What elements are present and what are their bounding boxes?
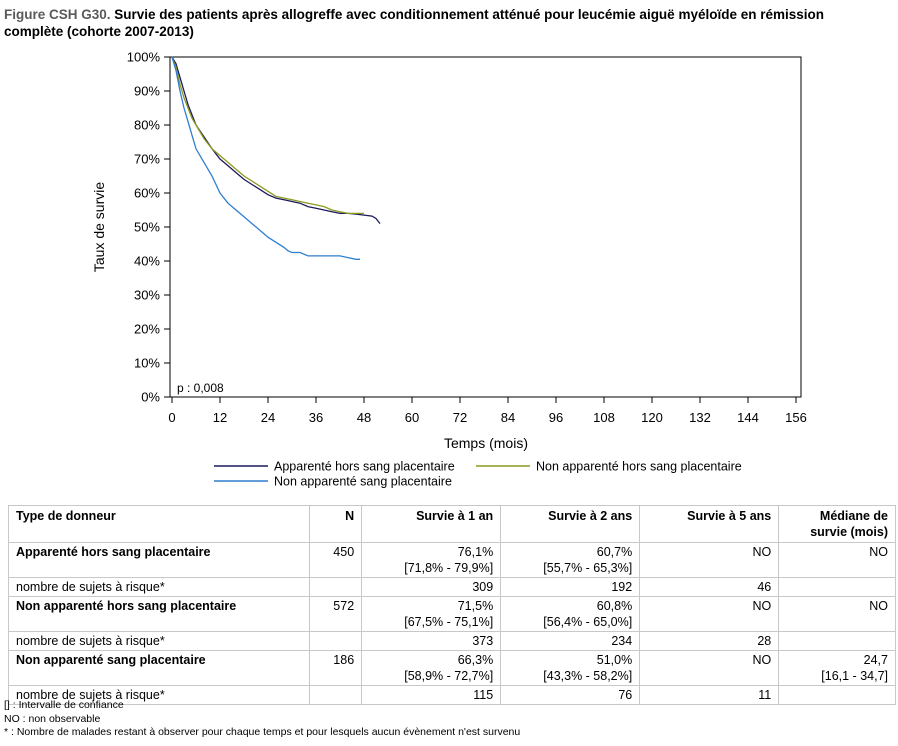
- at-risk-5y: 11: [639, 685, 780, 705]
- survival-2y: 60,8% [56,4% - 65,0%]: [500, 596, 641, 632]
- table-row: Apparenté hors sang placentaire 450 76,1…: [7, 542, 896, 578]
- y-tick-label: 90%: [134, 84, 160, 99]
- series-lines: [171, 56, 381, 260]
- y-tick-label: 10%: [134, 356, 160, 371]
- table-row: Non apparenté sang placentaire 186 66,3%…: [7, 650, 896, 686]
- header-survie-5ans: Survie à 5 ans: [639, 505, 780, 543]
- at-risk-1y: 373: [361, 631, 502, 651]
- p-value-annotation: p : 0,008: [177, 381, 224, 395]
- series-line-2: [171, 56, 364, 215]
- at-risk-2y: 234: [500, 631, 641, 651]
- y-tick-label: 20%: [134, 322, 160, 337]
- survival-chart: 0% 10% 20% 30% 40% 50% 60% 70% 80% 90% 100% 0 12 24 3…: [91, 50, 807, 489]
- median-survival: NO: [778, 542, 896, 578]
- survival-1y: 66,3% [58,9% - 72,7%]: [361, 650, 502, 686]
- survival-1y: 71,5% [67,5% - 75,1%]: [361, 596, 502, 632]
- at-risk-1y: 309: [361, 577, 502, 597]
- y-tick-label: 0%: [141, 390, 160, 405]
- table-row: Non apparenté hors sang placentaire 572 …: [7, 596, 896, 632]
- x-tick-label: 12: [213, 410, 227, 425]
- survival-2y: 60,7% [55,7% - 65,3%]: [500, 542, 641, 578]
- legend-entry: Non apparenté sang placentaire: [274, 475, 452, 489]
- legend-entry: Non apparenté hors sang placentaire: [536, 460, 742, 474]
- footnote-at-risk: * : Nombre de malades restant à observer…: [4, 726, 521, 738]
- survival-5y: NO: [639, 650, 780, 686]
- footnotes: [] : Intervalle de confiance NO : non ob…: [4, 699, 520, 740]
- legend: Apparenté hors sang placentaire Non appar…: [214, 460, 742, 489]
- survival-5y: NO: [639, 542, 780, 578]
- x-tick-label: 36: [309, 410, 323, 425]
- y-tick-label: 60%: [134, 186, 160, 201]
- results-table: Type de donneur N Survie à 1 an Survie à…: [7, 505, 896, 705]
- header-survie-1an: Survie à 1 an: [361, 505, 502, 543]
- table-row-at-risk: nombre de sujets à risque* 115 76 11: [7, 685, 896, 705]
- figure-number: Figure CSH G30.: [4, 7, 111, 22]
- x-tick-label: 0: [168, 410, 175, 425]
- header-survie-2ans: Survie à 2 ans: [500, 505, 641, 543]
- median-survival: NO: [778, 596, 896, 632]
- header-type-donneur: Type de donneur: [7, 505, 311, 543]
- donor-type: Non apparenté sang placentaire: [7, 650, 311, 686]
- header-mediane: Médiane de survie (mois): [778, 505, 896, 543]
- table-header-row: Type de donneur N Survie à 1 an Survie à…: [7, 505, 896, 543]
- series-line-3: [171, 56, 360, 260]
- footnote-no: NO : non observable: [4, 712, 101, 725]
- table-row-at-risk: nombre de sujets à risque* 309 192 46: [7, 577, 896, 597]
- figure-title-text: Survie des patients après allogreffe ave…: [4, 7, 824, 39]
- survival-5y: NO: [639, 596, 780, 632]
- at-risk-label: nombre de sujets à risque*: [7, 577, 311, 597]
- legend-entry: Apparenté hors sang placentaire: [274, 460, 455, 474]
- n-value: 572: [309, 596, 363, 632]
- x-tick-label: 60: [405, 410, 419, 425]
- n-value: 186: [309, 650, 363, 686]
- table-row-at-risk: nombre de sujets à risque* 373 234 28: [7, 631, 896, 651]
- at-risk-label: nombre de sujets à risque*: [7, 631, 311, 651]
- at-risk-1y: 115: [361, 685, 502, 705]
- survival-2y: 51,0% [43,3% - 58,2%]: [500, 650, 641, 686]
- y-tick-label: 100%: [127, 50, 161, 65]
- at-risk-2y: 76: [500, 685, 641, 705]
- at-risk-2y: 192: [500, 577, 641, 597]
- at-risk-label: nombre de sujets à risque*: [7, 685, 311, 705]
- donor-type: Non apparenté hors sang placentaire: [7, 596, 311, 632]
- plot-frame: [169, 56, 802, 398]
- x-tick-label: 96: [549, 410, 563, 425]
- series-line-1: [171, 56, 381, 225]
- x-tick-label: 144: [737, 410, 759, 425]
- figure-title: Figure CSH G30. Survie des patients aprè…: [4, 6, 884, 40]
- x-tick-label: 156: [785, 410, 807, 425]
- y-axis-label: Taux de survie: [91, 182, 107, 272]
- donor-type: Apparenté hors sang placentaire: [7, 542, 311, 578]
- x-tick-label: 72: [453, 410, 467, 425]
- x-tick-label: 48: [357, 410, 371, 425]
- median-survival: 24,7 [16,1 - 34,7]: [778, 650, 896, 686]
- x-tick-label: 24: [261, 410, 275, 425]
- at-risk-5y: 46: [639, 577, 780, 597]
- y-axis: 0% 10% 20% 30% 40% 50% 60% 70% 80% 90% 100%: [127, 50, 170, 405]
- at-risk-5y: 28: [639, 631, 780, 651]
- x-tick-label: 84: [501, 410, 515, 425]
- y-tick-label: 80%: [134, 118, 160, 133]
- survival-1y: 76,1% [71,8% - 79,9%]: [361, 542, 502, 578]
- footnote-ci: [] : Intervalle de confiance: [4, 699, 124, 711]
- y-tick-label: 30%: [134, 288, 160, 303]
- x-tick-label: 132: [689, 410, 711, 425]
- y-tick-label: 40%: [134, 254, 160, 269]
- header-n: N: [309, 505, 363, 543]
- y-tick-label: 50%: [134, 220, 160, 235]
- x-axis-label: Temps (mois): [444, 435, 528, 451]
- x-tick-label: 108: [593, 410, 615, 425]
- y-tick-label: 70%: [134, 152, 160, 167]
- x-axis: 0 12 24 36 48 60 72 84 96 108 120 132 144 156: [168, 397, 807, 425]
- x-tick-label: 120: [641, 410, 663, 425]
- n-value: 450: [309, 542, 363, 578]
